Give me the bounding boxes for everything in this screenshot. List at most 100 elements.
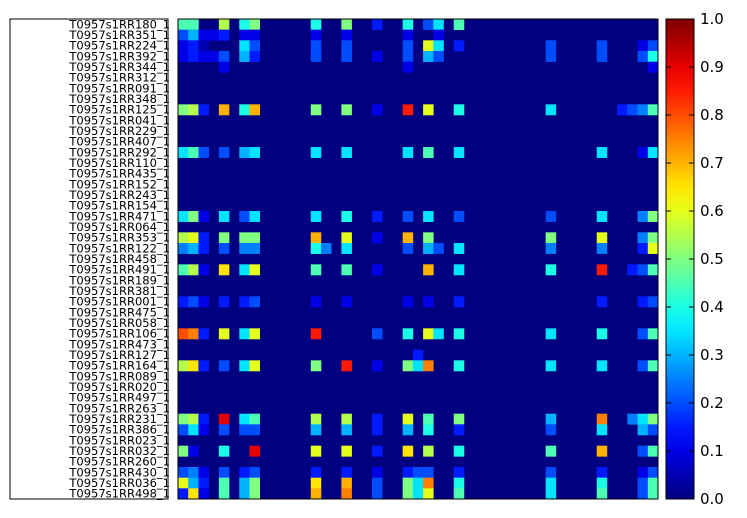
- heatmap-cell: [178, 413, 189, 425]
- heatmap-cell: [453, 328, 465, 340]
- heatmap-cell: [372, 211, 383, 222]
- heatmap-cell: [249, 467, 260, 478]
- heatmap-cell: [178, 264, 189, 276]
- row-label: T0957s1RR260_1: [68, 455, 170, 469]
- heatmap-cell: [596, 40, 608, 52]
- heatmap-cell: [545, 211, 557, 222]
- heatmap-cell: [218, 232, 230, 244]
- heatmap-cell: [637, 296, 649, 308]
- heatmap-cell: [453, 40, 465, 52]
- heatmap-cell: [178, 488, 189, 500]
- heatmap-cell: [198, 147, 209, 158]
- heatmap-cell: [453, 19, 465, 30]
- colorbar-tick-label: 0.9: [700, 58, 724, 76]
- heatmap-cell: [310, 424, 322, 436]
- heatmap-cell: [218, 104, 230, 116]
- heatmap-cell: [647, 264, 659, 276]
- heatmap-cell: [372, 104, 383, 116]
- heatmap-cell: [310, 104, 322, 116]
- row-labels: T0957s1RR180_1T0957s1RR351_1T0957s1RR224…: [68, 17, 170, 500]
- heatmap-cell: [372, 360, 383, 372]
- heatmap-cell: [402, 61, 414, 73]
- heatmap-cell: [637, 477, 649, 489]
- heatmap-cell: [178, 445, 189, 457]
- colorbar-tick-label: 0.0: [700, 490, 724, 508]
- heatmap-cell: [239, 424, 250, 436]
- row-label: T0957s1RR312_1: [68, 71, 170, 85]
- heatmap-cell: [188, 488, 199, 500]
- heatmap-cell: [637, 360, 649, 372]
- heatmap-cell: [423, 477, 434, 489]
- heatmap-cell: [372, 232, 383, 244]
- heatmap-cell: [198, 413, 209, 425]
- heatmap-cell: [198, 104, 209, 116]
- heatmap-cell: [596, 147, 608, 158]
- heatmap-cell: [637, 211, 649, 222]
- heatmap-cell: [218, 19, 230, 30]
- heatmap-cell: [218, 413, 230, 425]
- heatmap-cell: [453, 264, 465, 276]
- heatmap-cell: [310, 232, 322, 244]
- heatmap-cell: [647, 104, 659, 116]
- heatmap-cell: [402, 211, 414, 222]
- heatmap-cell: [453, 445, 465, 457]
- heatmap-cell: [596, 51, 608, 62]
- heatmap-cell: [545, 413, 557, 425]
- colorbar-tick-label: 0.2: [700, 394, 724, 412]
- heatmap-cell: [423, 424, 434, 436]
- heatmap-cell: [637, 467, 649, 478]
- heatmap-cell: [341, 147, 352, 158]
- heatmap-cell: [249, 413, 260, 425]
- heatmap-cell: [239, 232, 250, 244]
- heatmap-cell: [239, 360, 250, 372]
- heatmap-cell: [341, 264, 352, 276]
- heatmap-cell: [218, 243, 230, 254]
- heatmap-cell: [637, 243, 649, 254]
- heatmap-cell: [239, 40, 250, 52]
- heatmap-cell: [239, 147, 250, 158]
- heatmap-cell: [218, 29, 230, 41]
- heatmap-cell: [402, 477, 414, 489]
- heatmap-cell: [402, 104, 414, 116]
- heatmap-cell: [372, 264, 383, 276]
- heatmap-cell: [647, 477, 659, 489]
- heatmap-cell: [239, 29, 250, 41]
- row-label: T0957s1RR089_1: [68, 369, 170, 383]
- heatmap-cell: [188, 413, 199, 425]
- heatmap-cell: [310, 243, 322, 254]
- row-label: T0957s1RR110_1: [68, 156, 170, 170]
- row-label: T0957s1RR498_1: [68, 487, 170, 501]
- heatmap-cell: [239, 104, 250, 116]
- heatmap-cell: [372, 51, 383, 62]
- heatmap-cell: [647, 488, 659, 500]
- heatmap-cell: [239, 477, 250, 489]
- heatmap-cell: [596, 488, 608, 500]
- heatmap-cell: [453, 147, 465, 158]
- heatmap-cell: [249, 29, 260, 41]
- heatmap-cell: [423, 445, 434, 457]
- heatmap-cell: [341, 296, 352, 308]
- heatmap-cell: [423, 19, 434, 30]
- row-label: T0957s1RR224_1: [68, 39, 170, 53]
- heatmap-cell: [239, 243, 250, 254]
- row-label: T0957s1RR091_1: [68, 81, 170, 95]
- heatmap-cell: [423, 360, 434, 372]
- heatmap-cell: [310, 29, 322, 41]
- row-label: T0957s1RR497_1: [68, 391, 170, 405]
- heatmap-cell: [198, 488, 209, 500]
- heatmap-cell: [453, 360, 465, 372]
- heatmap-cell: [188, 328, 199, 340]
- heatmap-cell: [178, 40, 189, 52]
- row-label: T0957s1RR351_1: [68, 28, 170, 42]
- heatmap-cell: [402, 328, 414, 340]
- row-label: T0957s1RR180_1: [68, 17, 170, 31]
- heatmap-cell: [218, 424, 230, 436]
- heatmap-cell: [239, 264, 250, 276]
- heatmap-cell: [423, 467, 434, 478]
- heatmap-cell: [249, 477, 260, 489]
- heatmap-cell: [218, 61, 230, 73]
- heatmap-cell: [596, 445, 608, 457]
- heatmap-cell: [372, 445, 383, 457]
- heatmap-cell: [545, 467, 557, 478]
- heatmap-cell: [596, 211, 608, 222]
